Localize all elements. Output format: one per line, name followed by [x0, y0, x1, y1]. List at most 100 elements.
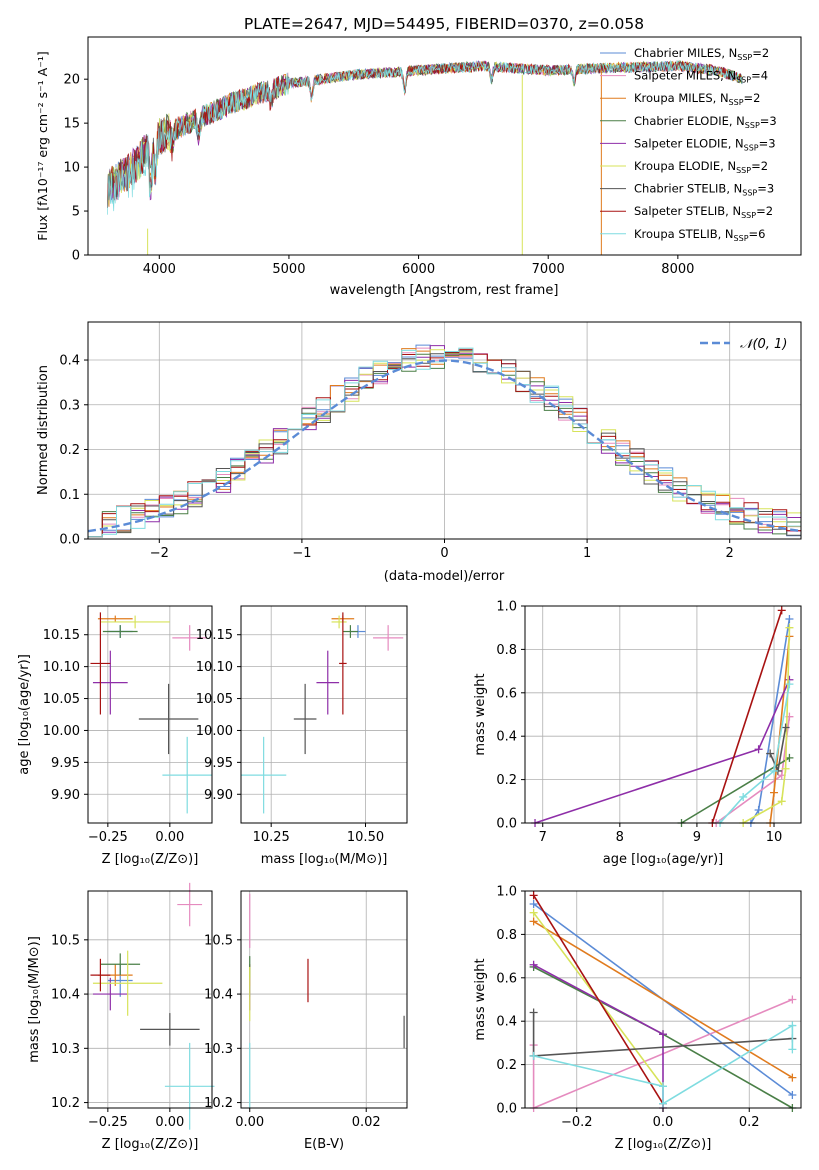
y-tick-label: 10.2: [204, 1096, 233, 1111]
y-axis-label: mass weight: [473, 673, 488, 755]
histogram-step-line: [88, 347, 801, 538]
axes-frame: [524, 605, 802, 824]
weight-marker: [788, 995, 797, 1004]
y-tick-label: 10.4: [204, 988, 233, 1003]
legend-entry: Chabrier STELIB, NSSP=3: [634, 182, 774, 198]
y-tick-label: 0.2: [59, 443, 80, 458]
axes-frame: [87, 890, 213, 1109]
x-axis-label: Z [log₁₀(Z/Z⊙)]: [615, 1137, 712, 1152]
x-tick-label: 2: [726, 546, 734, 561]
y-tick-label: 0.0: [59, 533, 80, 548]
legend-entry: Chabrier MILES, NSSP=2: [634, 46, 769, 62]
spectrum-panel: 4000 5000 6000 7000 8000 0 5 10 15 20 wavelength…: [35, 36, 802, 298]
y-tick-label: 9.95: [204, 756, 233, 771]
weight-line: [681, 757, 790, 824]
y-tick-label: 0.3: [59, 398, 80, 413]
x-tick-label: 7: [539, 830, 547, 845]
spectrum-y-label: Flux [fλ10⁻¹⁷ erg cm⁻² s⁻¹ A⁻¹]: [35, 51, 50, 240]
residual-histogram-panel: −2 −1 0 1 2 0.0 0.1 0.2 0.3 0.4 (data-model)/err…: [36, 321, 802, 584]
y-tick-label: 15: [63, 117, 80, 132]
x-axis-label: Z [log₁₀(Z/Z⊙)]: [102, 852, 199, 867]
legend-entry: Salpeter ELODIE, NSSP=3: [634, 136, 776, 152]
legend-entry: Chabrier ELODIE, NSSP=3: [634, 114, 777, 130]
normal-reference-curve: [87, 359, 802, 533]
mass-vs-extinction-panel: 0.00 0.02 10.2 10.3 10.4 10.5 E(B-V): [204, 890, 408, 1152]
weight-marker: [777, 797, 786, 806]
weight-marker: [529, 1008, 538, 1017]
legend-entry: Kroupa STELIB, NSSP=6: [634, 227, 765, 243]
x-tick-label: 6000: [402, 262, 435, 277]
x-tick-label: 0.00: [155, 1115, 184, 1130]
age-vs-mass-panel: 10.25 10.50 9.90 9.95 10.00 10.05 10.10 10.15 ma…: [196, 605, 408, 867]
weight-marker: [766, 749, 775, 758]
x-tick-label: 8000: [661, 262, 694, 277]
x-axis-label: E(B-V): [304, 1137, 344, 1152]
weight-marker: [781, 764, 790, 773]
figure-title: PLATE=2647, MJD=54495, FIBERID=0370, z=0…: [244, 15, 644, 33]
weight-line: [719, 683, 791, 824]
spectrum-y-ticks: 0 5 10 15 20: [63, 73, 88, 264]
histogram-y-ticks: 0.0 0.1 0.2 0.3 0.4: [59, 354, 88, 548]
y-tick-label: 10.3: [51, 1042, 80, 1057]
weight-marker: [788, 1073, 797, 1082]
weight-marker: [529, 900, 538, 909]
y-tick-label: 0.6: [496, 686, 517, 701]
spectrum-line: [107, 60, 743, 208]
y-tick-label: 20: [63, 73, 80, 88]
weight-marker: [785, 615, 794, 624]
spectrum-x-label: wavelength [Angstrom, rest frame]: [330, 283, 559, 298]
mass-vs-metallicity-panel: −0.25 0.00 10.2 10.3 10.4 10.5 Z [log₁₀(Z/Z⊙)]…: [27, 882, 215, 1152]
x-tick-label: 10.25: [253, 830, 290, 845]
weight-marker: [529, 908, 538, 917]
weight-marker: [788, 1090, 797, 1099]
y-tick-label: 10: [63, 161, 80, 176]
x-tick-label: 0.02: [352, 1115, 381, 1130]
weight-marker: [785, 623, 794, 632]
histogram-x-label: (data-model)/error: [384, 569, 505, 584]
y-tick-label: 0.4: [496, 1015, 517, 1030]
y-tick-label: 9.95: [51, 756, 80, 771]
axes-frame: [240, 605, 408, 824]
y-tick-label: 10.2: [51, 1096, 80, 1111]
weight-marker: [529, 960, 538, 969]
weight-line: [533, 964, 664, 1108]
spectrum-x-ticks: 4000 5000 6000 7000 8000: [143, 255, 694, 277]
y-tick-label: 0.1: [59, 488, 80, 503]
x-tick-label: 7000: [532, 262, 565, 277]
y-axis-label: age [log₁₀(age/yr)]: [17, 654, 32, 775]
x-tick-label: 8: [616, 830, 624, 845]
axes-frame: [87, 605, 213, 824]
x-tick-label: 9: [693, 830, 701, 845]
y-tick-label: 0.4: [496, 730, 517, 745]
legend-entry: Kroupa MILES, NSSP=2: [634, 91, 760, 107]
x-tick-label: 0.00: [155, 830, 184, 845]
y-tick-label: 0.2: [496, 1058, 517, 1073]
y-tick-label: 10.00: [196, 724, 233, 739]
weight-vs-age-panel: 7 8 9 10 0.0 0.2 0.4 0.6 0.8 1.0 age [log₁₀(age/yr…: [473, 600, 802, 867]
y-tick-label: 9.90: [51, 788, 80, 803]
spectrum-legend: Chabrier MILES, NSSP=2 Salpeter MILES, NS…: [600, 46, 777, 243]
legend-entry: Kroupa ELODIE, NSSP=2: [634, 159, 768, 175]
weight-line: [711, 610, 783, 824]
weight-marker: [785, 753, 794, 762]
y-axis-label: mass weight: [473, 958, 488, 1040]
y-tick-label: 10.5: [51, 933, 80, 948]
x-tick-label: 4000: [143, 262, 176, 277]
age-vs-metallicity-panel: −0.25 0.00 9.90 9.95 10.00 10.05 10.10 10.15 Z […: [17, 605, 213, 867]
y-tick-label: 0.4: [59, 354, 80, 369]
spectrum-lines: [107, 59, 743, 255]
x-axis-label: mass [log₁₀(M/M⊙)]: [261, 852, 388, 867]
weight-marker: [529, 1051, 538, 1060]
y-tick-label: 0.0: [496, 817, 517, 832]
y-tick-label: 0.6: [496, 971, 517, 986]
legend-entry: Salpeter STELIB, NSSP=2: [634, 204, 773, 220]
weight-marker: [754, 805, 763, 814]
y-tick-label: 0.0: [496, 1102, 517, 1117]
axes-frame: [240, 890, 408, 1109]
histogram-y-label: Normed distribution: [36, 365, 51, 495]
histogram-x-ticks: −2 −1 0 1 2: [150, 539, 734, 561]
spectrum-line: [107, 60, 743, 215]
y-tick-label: 10.00: [43, 724, 80, 739]
y-tick-label: 10.15: [43, 628, 80, 643]
y-tick-label: 0.2: [496, 773, 517, 788]
